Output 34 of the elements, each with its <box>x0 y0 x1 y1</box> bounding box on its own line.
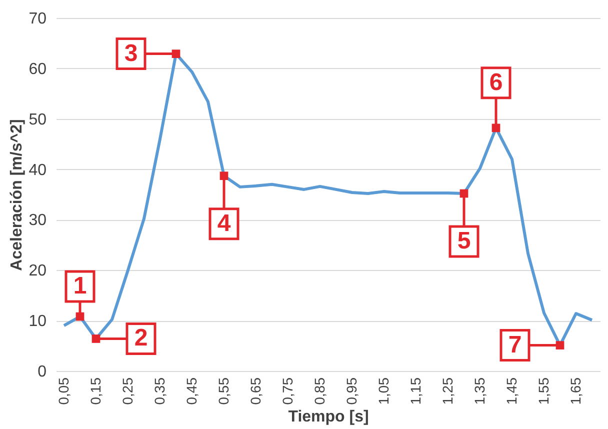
y-tick-label: 20 <box>28 262 47 280</box>
y-tick-label: 60 <box>28 60 47 78</box>
annotation: 1 <box>73 272 87 300</box>
annotation: 6 <box>489 68 503 96</box>
annotation: 3 <box>124 40 138 67</box>
x-tick-label: 1,35 <box>472 377 488 405</box>
annotation: 7 <box>508 331 522 358</box>
x-tick-label: 1,65 <box>568 377 584 405</box>
x-tick-label: 0,75 <box>280 377 296 405</box>
x-tick-label: 0,95 <box>344 377 360 405</box>
y-tick-label: 70 <box>28 10 47 28</box>
x-tick-label: 0,85 <box>312 377 328 405</box>
x-tick-label: 1,25 <box>440 377 456 405</box>
y-axis-title: Aceleración [m/s^2] <box>8 119 26 271</box>
x-tick-label: 0,45 <box>184 377 200 405</box>
x-tick-label: 0,25 <box>120 377 136 405</box>
x-tick-label: 0,35 <box>152 377 168 405</box>
y-tick-label: 0 <box>38 364 47 380</box>
x-tick-label: 1,45 <box>504 377 520 405</box>
y-tick-label: 50 <box>28 111 47 128</box>
x-tick-label: 0,65 <box>248 377 264 405</box>
annotation: 4 <box>217 210 232 237</box>
x-tick-label: 0,55 <box>216 377 232 405</box>
annotation: 5 <box>457 227 471 254</box>
x-tick-label: 1,55 <box>536 377 552 405</box>
x-tick-label: 0,15 <box>88 377 104 405</box>
x-tick-label: 1,05 <box>376 377 392 405</box>
y-tick-label: 10 <box>28 313 47 330</box>
annotation: 2 <box>134 324 148 352</box>
x-tick-label: 0,05 <box>56 377 72 405</box>
y-tick-label: 40 <box>28 162 47 179</box>
x-axis-title: Tiempo [s] <box>288 408 369 426</box>
y-tick-label: 30 <box>28 212 47 230</box>
x-tick-label: 1,15 <box>408 377 424 405</box>
